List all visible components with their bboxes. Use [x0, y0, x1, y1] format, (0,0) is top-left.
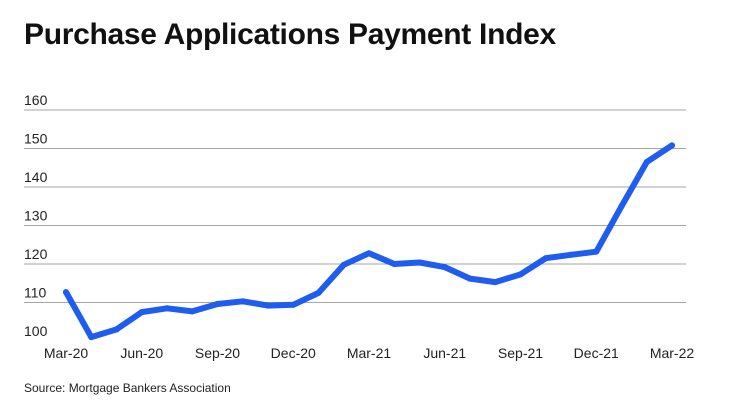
data-point	[441, 264, 448, 271]
data-point	[239, 298, 246, 305]
y-tick-label: 150	[24, 131, 48, 147]
data-point	[643, 158, 650, 165]
x-tick-label: Sep-20	[195, 345, 240, 361]
data-point	[189, 308, 196, 315]
data-point	[416, 259, 423, 266]
x-tick-label: Mar-20	[44, 345, 89, 361]
x-axis-ticks: Mar-20 Jun-20 Sep-20 Dec-20 Mar-21 Jun-21 Sep-…	[44, 345, 695, 361]
data-point	[618, 203, 625, 210]
data-point	[542, 255, 549, 262]
data-point	[88, 334, 95, 341]
data-point	[164, 305, 170, 312]
data-point	[63, 289, 69, 296]
data-point	[214, 301, 221, 308]
y-tick-label: 100	[24, 323, 48, 339]
y-tick-label: 140	[24, 169, 48, 185]
data-point	[669, 142, 675, 149]
data-point	[315, 289, 322, 296]
data-point	[265, 302, 271, 309]
x-tick-label: Mar-21	[347, 345, 392, 361]
x-tick-label: Dec-20	[271, 345, 316, 361]
data-point	[113, 326, 120, 333]
data-point	[467, 275, 473, 282]
y-axis-ticks: 160 150 140 130 120 110 100	[24, 92, 48, 339]
data-point	[340, 261, 347, 268]
series-layer	[63, 142, 675, 341]
data-point	[593, 248, 600, 255]
data-point	[366, 250, 372, 257]
x-tick-label: Dec-21	[574, 345, 619, 361]
series-line-0	[63, 142, 675, 341]
source-note: Source: Mortgage Bankers Association	[24, 381, 231, 395]
data-point	[492, 279, 499, 286]
gridlines	[24, 109, 686, 303]
y-tick-label: 110	[24, 285, 47, 301]
y-tick-label: 160	[24, 92, 48, 108]
data-point	[391, 261, 398, 267]
y-tick-label: 120	[24, 246, 48, 262]
data-point	[568, 251, 574, 258]
x-tick-label: Jun-21	[423, 345, 466, 361]
x-tick-label: Sep-21	[498, 345, 543, 361]
data-point	[290, 301, 297, 308]
x-tick-label: Mar-22	[650, 345, 695, 361]
data-point	[138, 309, 145, 316]
x-tick-label: Jun-20	[120, 345, 163, 361]
data-point	[517, 271, 524, 278]
y-tick-label: 130	[24, 208, 48, 224]
chart-title: Purchase Applications Payment Index	[24, 18, 556, 51]
